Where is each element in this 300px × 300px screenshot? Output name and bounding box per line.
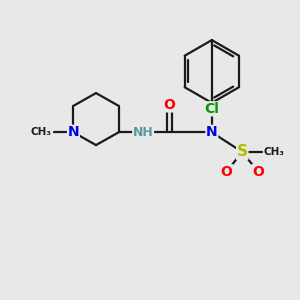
Text: NH: NH (133, 126, 154, 139)
Text: O: O (252, 165, 264, 178)
Text: S: S (237, 145, 248, 160)
Text: N: N (68, 125, 79, 139)
Text: CH₃: CH₃ (31, 127, 52, 137)
Text: N: N (206, 125, 218, 139)
Text: CH₃: CH₃ (264, 147, 285, 157)
Text: O: O (220, 165, 232, 178)
Text: Cl: Cl (204, 102, 219, 116)
Text: O: O (164, 98, 176, 112)
